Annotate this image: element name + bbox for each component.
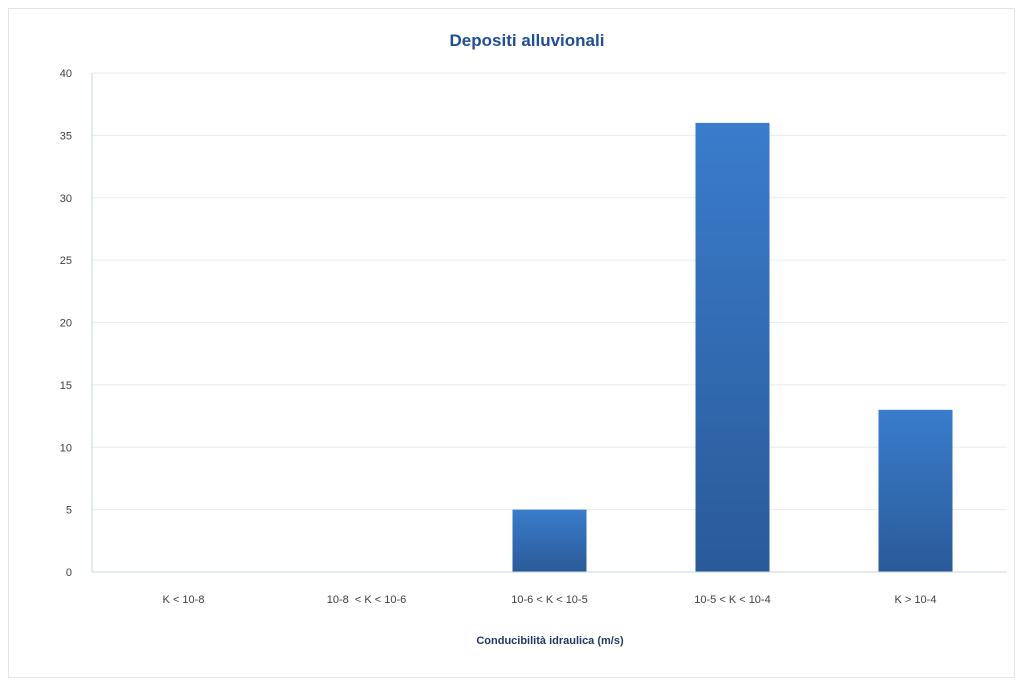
y-tick-label: 10 xyxy=(60,442,72,454)
x-axis-ticks: K < 10-8 10-8 < K < 10-6 10-6 < K < 10-5 10… xyxy=(163,594,937,606)
x-axis-label: Conducibilità idraulica (m/s) xyxy=(476,635,624,647)
y-tick-label: 25 xyxy=(60,255,72,267)
y-tick-label: 30 xyxy=(60,193,72,205)
x-tick-label: 10-5 < K < 10-4 xyxy=(694,594,770,606)
y-tick-label: 15 xyxy=(60,380,72,392)
y-axis-ticks: 0 5 10 15 20 25 30 35 40 xyxy=(60,68,72,579)
y-tick-label: 40 xyxy=(60,68,72,80)
x-tick-label: K > 10-4 xyxy=(895,594,937,606)
y-tick-label: 20 xyxy=(60,318,72,330)
y-tick-label: 5 xyxy=(66,505,72,517)
chart-frame xyxy=(8,8,1015,678)
bar xyxy=(695,122,770,573)
x-tick-label: 10-6 < K < 10-5 xyxy=(511,594,587,606)
y-tick-label: 0 xyxy=(66,567,72,579)
bar xyxy=(878,409,953,572)
bar xyxy=(512,509,587,572)
x-tick-label: 10-8 < K < 10-6 xyxy=(327,594,407,606)
chart-title: Depositi alluvionali xyxy=(450,31,605,50)
gridlines xyxy=(92,72,1007,511)
bars xyxy=(512,122,953,573)
y-tick-label: 35 xyxy=(60,130,72,142)
x-tick-label: K < 10-8 xyxy=(163,594,205,606)
